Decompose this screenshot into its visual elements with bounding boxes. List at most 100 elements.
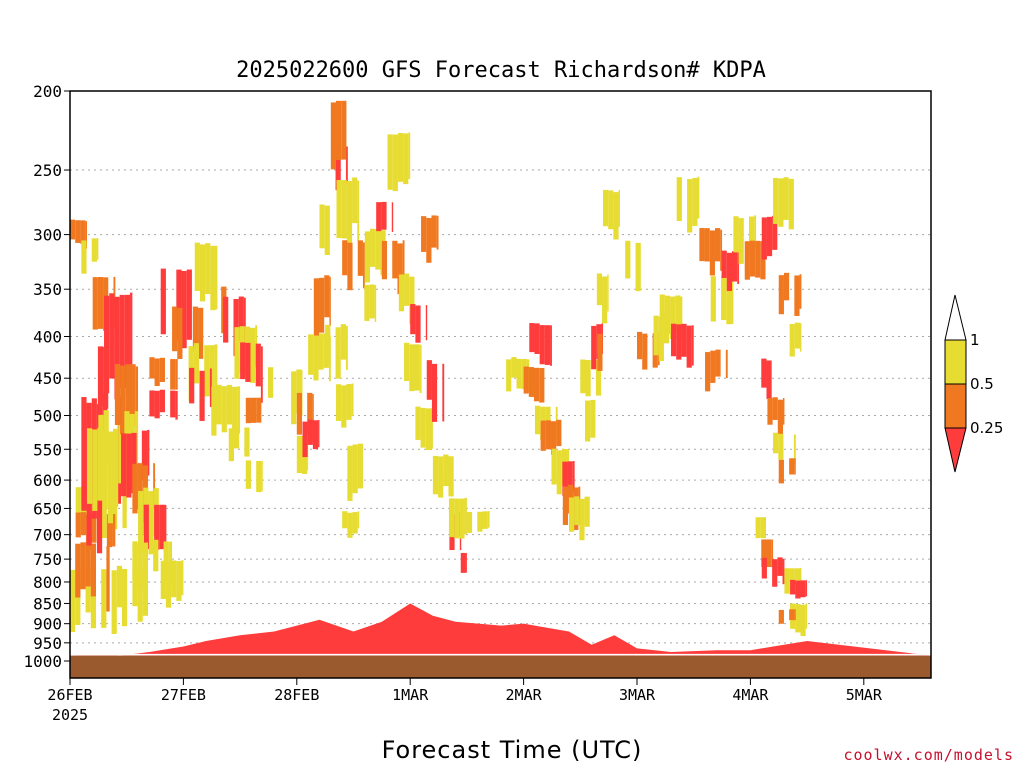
ri-cell [137,568,143,622]
ri-cell [237,386,241,434]
ri-cell [357,240,363,276]
ri-cell [245,460,251,489]
ri-cell [125,364,131,426]
ri-cell [221,386,227,433]
ri-cell [597,333,603,371]
ri-cell [341,180,347,239]
ri-cell [330,102,337,170]
ri-cell [176,269,182,341]
ri-cell [778,433,784,460]
ri-cell [790,579,796,595]
ri-cell [80,512,87,536]
ri-cell [760,517,766,539]
ri-cell [761,217,767,260]
ri-cell [721,275,727,321]
ri-cell [731,251,738,282]
ri-cell [335,327,341,379]
ri-cell [794,458,796,475]
y-tick-label-400: 400 [33,327,62,346]
ri-cell [608,190,614,230]
ri-cell [296,435,302,474]
ri-cell [782,558,785,585]
ri-cell [324,205,330,255]
ri-cell [318,419,320,448]
ri-cell [793,434,796,465]
ri-cell [642,333,648,370]
x-axis-label: Forecast Time (UTC) [382,736,643,764]
ri-cell [534,323,540,354]
ri-cell [539,368,545,403]
ri-cell [296,369,302,414]
ri-cell [215,245,218,310]
ri-cell [761,358,767,388]
ri-cell [670,296,676,340]
ri-cell [766,360,772,399]
ri-cell [347,445,353,501]
ri-cell [596,273,603,306]
ri-cell [664,295,671,335]
ri-cell [398,274,405,312]
ri-cell [744,241,750,280]
ri-cell [364,231,371,283]
ri-cell [329,276,331,327]
ri-cell [426,217,432,263]
ri-cell [80,220,86,244]
ri-cell [709,230,715,276]
ri-cell [85,541,91,587]
ri-cell [420,407,426,448]
ri-cell [160,560,166,599]
ri-cell [336,180,342,238]
ri-cell [687,179,693,233]
ri-cell [465,552,467,573]
ri-cell [313,278,320,336]
ri-cell [318,333,324,370]
ri-cell [403,133,409,185]
ri-cell [228,428,234,462]
ri-cell [347,242,353,291]
ri-cell [574,496,580,526]
y-tick-label-850: 850 [33,594,62,613]
y-tick-label-200: 200 [33,82,62,101]
ri-cell [97,346,104,406]
ri-cell [431,215,437,248]
ri-cell [761,557,767,579]
ri-cell [75,220,81,243]
ri-cell [585,360,591,397]
ri-cell [443,454,449,487]
ri-cell [154,390,160,419]
ri-cell [137,542,143,590]
ri-cell [177,307,183,360]
ri-cell [579,498,585,541]
ri-cell [749,240,756,277]
ri-cell [464,497,467,535]
ri-cell [250,397,257,423]
x-tick-sublabel-0: 2025 [52,706,88,724]
ri-cell [675,295,681,334]
ri-cell [130,364,136,426]
ri-cell [141,430,148,480]
ri-cell [181,270,187,349]
ri-cell [562,486,569,525]
ri-cell [783,272,790,301]
ri-cell [748,216,755,255]
ri-cell [425,305,428,341]
ri-cell [487,511,490,528]
ri-cell [70,219,76,240]
ri-cell [132,541,138,581]
plot-frame [69,90,932,679]
boundary-layer-fill [70,603,931,658]
ri-cell [585,400,591,442]
ri-cell [534,405,541,435]
y-tick-label-1000: 1000 [23,652,62,671]
ri-cell [671,323,677,357]
ri-cell [244,427,250,457]
chart-title: 2025022600 GFS Forecast Richardson# KDPA [236,58,766,83]
ri-cell [436,215,439,250]
ri-cell [120,365,126,435]
ri-cell [370,228,376,267]
ri-cell [234,327,240,379]
ri-cell [568,497,575,532]
ri-cell [431,408,433,449]
ri-cell [658,316,664,362]
ri-cell [192,306,199,352]
